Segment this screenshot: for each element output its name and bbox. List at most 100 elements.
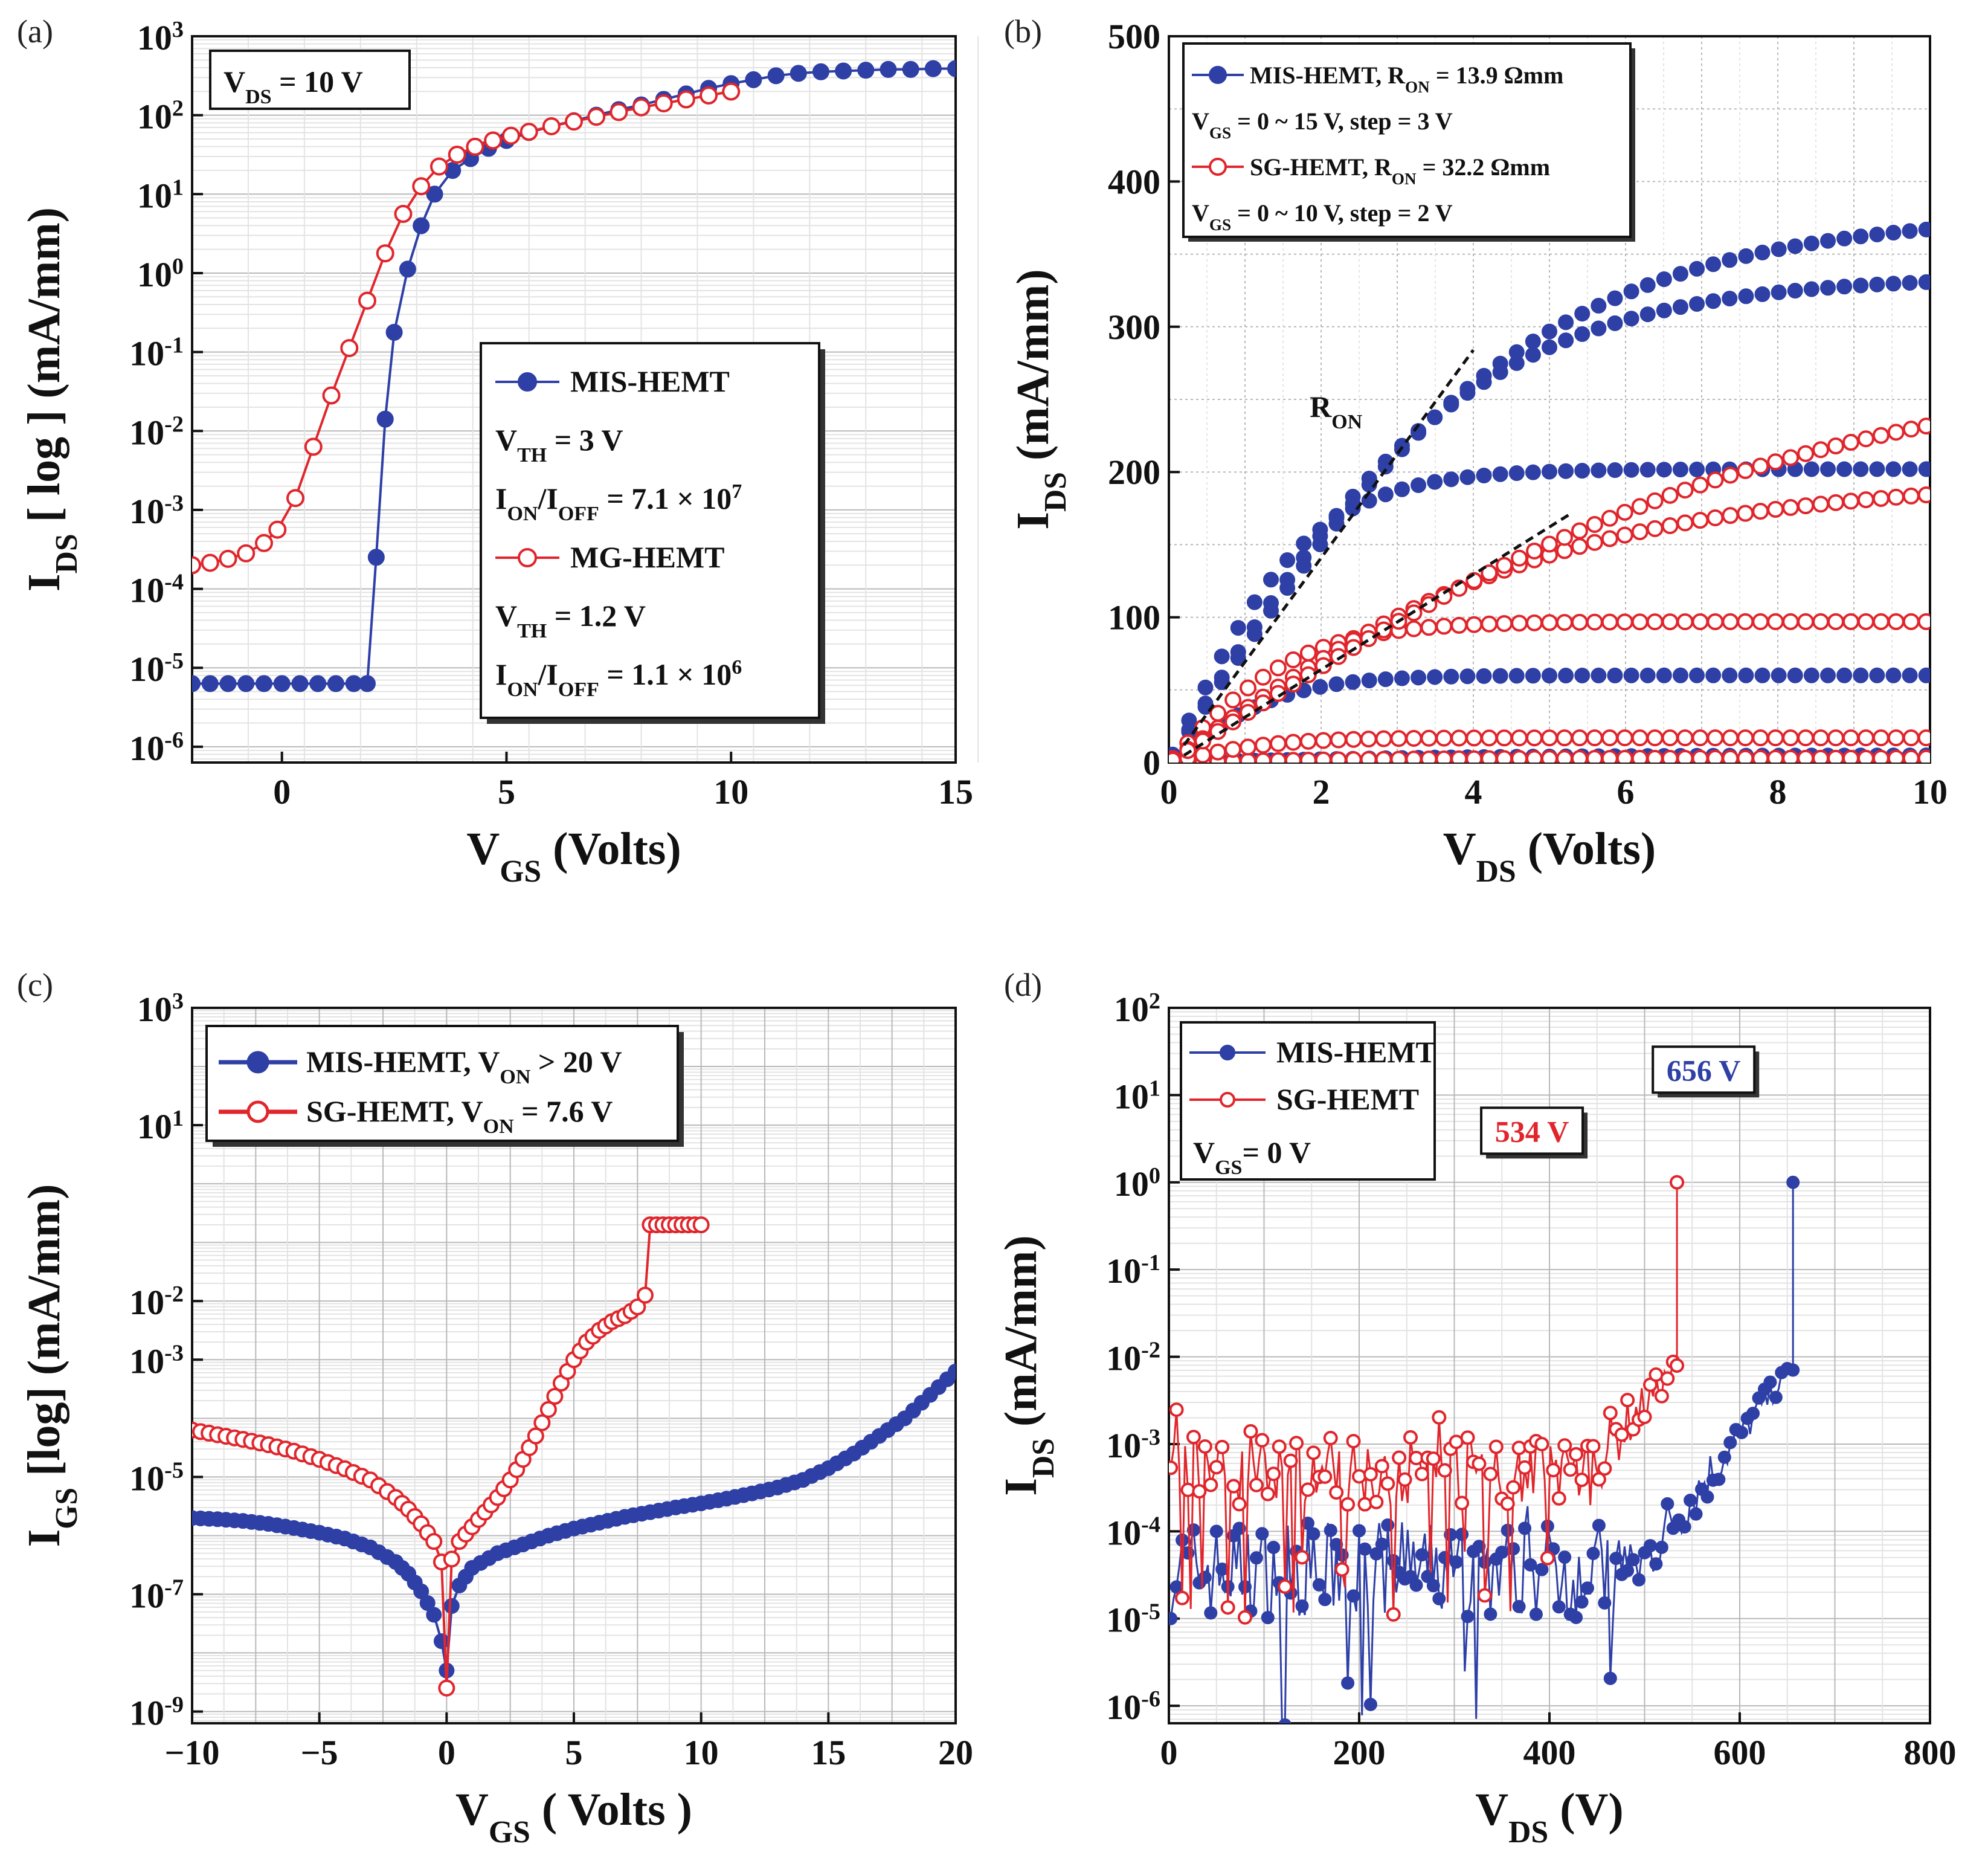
series-MIS-HEMT-point <box>1649 1557 1663 1571</box>
series-SG-HEMT VGS=2-point <box>1330 731 1347 749</box>
grid <box>191 1007 956 1723</box>
series-MIS-HEMT-point <box>902 60 919 78</box>
tick-exponent: 0 <box>1149 1163 1160 1189</box>
legend-marker <box>518 372 537 392</box>
series-SG-HEMT VGS=2-point <box>1511 729 1528 747</box>
series-MIS-HEMT VGS=12-point <box>1411 425 1427 441</box>
panel-letter: (a) <box>17 13 53 50</box>
ron-dashed-line <box>1183 511 1574 757</box>
series-SG-HEMT VGS=4-point <box>1601 613 1618 631</box>
series-SG-HEMT VGS=0-point <box>1360 750 1377 763</box>
series-MIS-HEMT VGS=6-point <box>1672 462 1688 478</box>
series-MIS-HEMT-point <box>1261 1611 1275 1625</box>
series-SG-HEMT-point <box>1272 1439 1287 1454</box>
label-mid: /I <box>537 657 558 691</box>
label-subscript: ON <box>500 1066 530 1088</box>
series-MIS-HEMT VGS=6-point <box>1361 492 1377 509</box>
series-SG-HEMT VGS=6-point <box>1872 489 1890 507</box>
series-MG-HEMT-point <box>254 534 273 552</box>
series-MIS-HEMT VGS=3-point <box>1558 668 1574 684</box>
legend-text: VTH = 1.2 V <box>495 599 646 642</box>
series-SG-HEMT-point <box>1517 1460 1533 1475</box>
label-main: V <box>495 599 517 633</box>
series-MIS-HEMT VGS=6-point <box>1246 594 1263 610</box>
x-tick-label: 5 <box>565 1733 583 1772</box>
label-subscript: DS <box>1508 1815 1548 1850</box>
series-SG-HEMT-point <box>1540 1550 1555 1566</box>
series-MIS-HEMT-point <box>1592 1518 1606 1532</box>
series-layer <box>192 1216 956 1697</box>
legend-marker <box>1220 1092 1235 1108</box>
series-MIS-HEMT-point <box>1626 1553 1640 1567</box>
series-SG-HEMT VGS=2-point <box>1827 729 1845 747</box>
y-tick-label: 10-5 <box>129 648 184 689</box>
series-MIS-HEMT-point <box>237 675 255 692</box>
series-MIS-HEMT VGS=12-point <box>1623 283 1639 300</box>
legend-label: SG-HEMT <box>1276 1082 1419 1116</box>
panel-a: 0 5 10 1510310210110010-110-210-310-410-510… <box>17 13 979 889</box>
tick-exponent: -3 <box>1141 1425 1160 1450</box>
series-SG-HEMT VGS=8-point <box>1887 424 1905 441</box>
series-MIS-HEMT-point <box>790 65 807 82</box>
series-SG-HEMT VGS=4-point <box>1887 613 1905 630</box>
series-MG-HEMT-point <box>268 520 287 539</box>
series-SG-HEMT-point <box>1563 1462 1578 1477</box>
series-SG-HEMT VGS=2-point <box>1405 729 1423 747</box>
legend-text: VGS = 0 ~ 10 V, step = 2 V <box>1192 199 1453 234</box>
series-MIS-HEMT-point <box>1661 1497 1674 1511</box>
y-tick-label: 101 <box>137 175 184 215</box>
series-MIS-HEMT VGS=12-point <box>1558 314 1574 331</box>
series-MIS-HEMT VGS=3-point <box>1672 667 1688 683</box>
series-SG-HEMT-point <box>1380 1476 1395 1491</box>
series-SG-HEMT VGS=8-point <box>1601 509 1618 527</box>
series-SG-HEMT-point <box>1180 1482 1195 1497</box>
x-axis-label: VGS ( Volts ) <box>455 1784 692 1850</box>
series-MIS-HEMT-point <box>1552 1600 1566 1614</box>
series-MIS-HEMT VGS=3-point <box>1819 667 1836 683</box>
x-tick-label: 15 <box>811 1733 846 1772</box>
series-MIS-HEMT VGS=12-point <box>1803 235 1819 251</box>
series-MIS-HEMT-point <box>1484 1607 1497 1621</box>
x-tick-label: 8 <box>1769 772 1787 811</box>
legend-text: VTH = 3 V <box>495 423 623 466</box>
series-SG-HEMT VGS=6-point <box>1857 491 1874 509</box>
legend-marker <box>246 1051 269 1074</box>
legend-marker <box>246 1100 269 1123</box>
series-MIS-HEMT VGS=12-point <box>1787 238 1803 254</box>
series-layer <box>1169 1175 1800 1723</box>
label-main: I <box>19 573 69 592</box>
series-MIS-HEMT-point <box>1700 1490 1714 1504</box>
series-SG-HEMT VGS=8-point <box>1496 556 1513 574</box>
series-MIS-HEMT-point <box>399 260 416 278</box>
label-main: V <box>1192 108 1209 135</box>
series-MG-HEMT-point <box>587 108 606 126</box>
series-SG-HEMT VGS=4-point <box>1842 613 1859 630</box>
series-MIS-HEMT VGS=6-point <box>1853 461 1869 477</box>
label-rest: (mA/mm) <box>996 1235 1046 1438</box>
series-SG-HEMT VGS=2-point <box>1299 732 1317 750</box>
tick-base: 10 <box>137 176 172 215</box>
series-SG-HEMT VGS=2-point <box>1571 729 1588 747</box>
legend-text: VGS = 0 ~ 15 V, step = 3 V <box>1192 108 1453 142</box>
series-SG-HEMT VGS=8-point <box>1737 462 1754 479</box>
label-subscript: ON <box>507 679 538 701</box>
series-SG-HEMT VGS=8-point <box>1782 449 1800 466</box>
series-SG-HEMT-point <box>1238 1610 1252 1625</box>
series-MIS-HEMT-point <box>358 675 376 692</box>
x-tick-label: 10 <box>684 1733 719 1772</box>
series-MIS-HEMT VGS=9-point <box>1918 274 1930 290</box>
series-SG-HEMT VGS=8-point <box>1722 466 1739 484</box>
series-SG-HEMT VGS=6-point <box>1691 512 1709 529</box>
legend-text: MIS-HEMT, RON = 13.9 Ωmm <box>1250 62 1563 96</box>
series-SG-HEMT VGS=0-point <box>1254 752 1272 763</box>
series-SG-HEMT-point <box>1506 1480 1521 1495</box>
tick-base: 10 <box>1106 1513 1141 1552</box>
series-SG-HEMT-point <box>1557 1438 1572 1453</box>
series-SG-HEMT-point <box>1534 1437 1549 1452</box>
tick-exponent: 2 <box>1149 989 1160 1014</box>
series-MG-HEMT-point <box>219 549 237 568</box>
x-tick-label: 800 <box>1904 1733 1957 1772</box>
series-SG-HEMT-point <box>1243 1424 1258 1439</box>
series-SG-HEMT VGS=2-point <box>1842 729 1859 747</box>
series-MIS-HEMT-point <box>812 63 829 80</box>
